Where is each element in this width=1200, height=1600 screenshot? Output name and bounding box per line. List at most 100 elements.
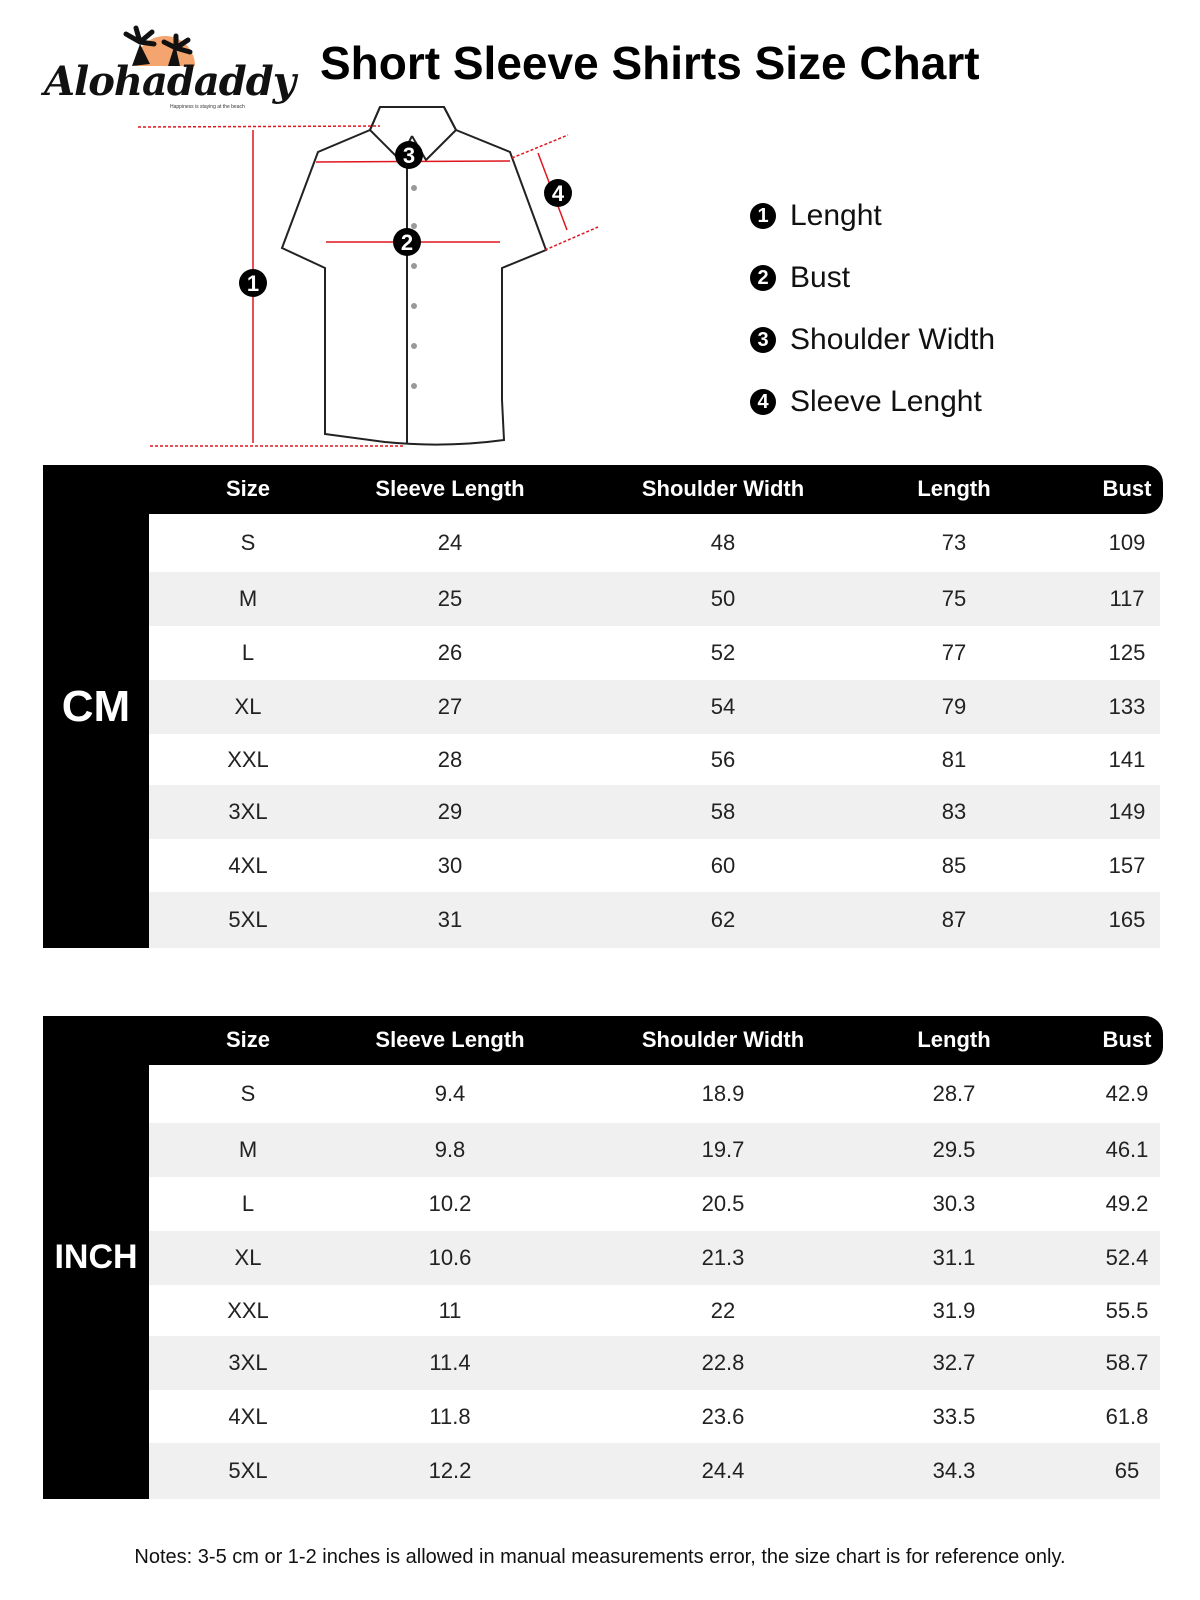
table-cell: 26 (437, 640, 463, 665)
table-cell: 50 (710, 586, 736, 611)
table-row: 5XL 12.2 24.4 34.3 65 (149, 1443, 1160, 1499)
table-cell: 165 (1108, 907, 1146, 932)
table-cell: 28 (437, 746, 463, 772)
table-cell: 109 (1108, 530, 1146, 555)
table-row: XXL 11 22 31.9 55.5 (149, 1285, 1160, 1336)
table-cell: 32.7 (932, 1350, 976, 1375)
table-cell: 10.2 (428, 1191, 472, 1216)
table-cell: S (240, 530, 256, 555)
table-cell: 117 (1109, 586, 1145, 611)
logo-wordmark: Alohadaddy (44, 58, 296, 105)
table-cell: 49.2 (1105, 1191, 1149, 1216)
unit-label: CM (43, 465, 149, 948)
table-cell: L (241, 640, 255, 665)
marker-2: 2 (401, 230, 413, 255)
table-cell: 12.2 (428, 1458, 472, 1483)
table-cell: 28.7 (932, 1081, 976, 1106)
table-cell: 18.9 (701, 1081, 745, 1106)
table-row: 3XL 29 58 83 149 (149, 785, 1160, 839)
table-cell: 3XL (228, 1350, 268, 1375)
table-cell: 48 (710, 530, 736, 555)
table-cell: 87 (941, 907, 967, 932)
table-cell: 33.5 (932, 1403, 976, 1429)
table-cell: 30 (437, 852, 463, 878)
table-row: M 25 50 75 117 (149, 572, 1160, 626)
table-cell: M (238, 1137, 258, 1162)
table-cell: 31.1 (932, 1245, 976, 1270)
table-row: S 24 48 73 109 (149, 514, 1160, 572)
table-cell: 19.7 (701, 1137, 745, 1162)
table-row: M 9.8 19.7 29.5 46.1 (149, 1123, 1160, 1177)
measurement-legend: 1 Lenght 2 Bust 3 Shoulder Width 4 Sleeve Le… (750, 185, 995, 433)
table-cell: 3XL (228, 799, 268, 824)
table-cell: L (241, 1191, 255, 1216)
table-cell: 83 (941, 799, 967, 824)
brand-logo: Alohadaddy Happiness is staying at the b… (40, 14, 296, 114)
table-cell: 75 (941, 586, 967, 611)
table-row: L 26 52 77 125 (149, 626, 1160, 680)
column-header: Size (225, 476, 271, 501)
table-cell: M (238, 586, 258, 611)
legend-label: Lenght (790, 199, 882, 232)
table-cell: 24.4 (701, 1458, 745, 1483)
table-cell: 22.8 (701, 1350, 745, 1375)
page-title: Short Sleeve Shirts Size Chart (320, 37, 980, 89)
measure-markers: 1 2 3 4 (239, 141, 572, 297)
table-row: XXL 28 56 81 141 (149, 734, 1160, 785)
table-cell: 25 (437, 586, 463, 611)
table-cell: 141 (1108, 746, 1146, 772)
table-cell: 81 (941, 746, 967, 772)
table-cell: 85 (941, 852, 967, 878)
legend-item-length: 1 Lenght (750, 185, 995, 247)
table-cell: 65 (1114, 1458, 1140, 1483)
notes: Notes: 3-5 cm or 1-2 inches is allowed i… (134, 1546, 1066, 1568)
table-cell: 54 (710, 694, 736, 719)
legend-item-shoulder: 3 Shoulder Width (750, 309, 995, 371)
marker-1: 1 (247, 271, 259, 296)
table-cell: 4XL (228, 1403, 268, 1429)
table-cell: XL (234, 1245, 262, 1270)
column-header: Shoulder Width (641, 476, 805, 501)
table-cell: 9.4 (434, 1081, 466, 1106)
table-row: 3XL 11.4 22.8 32.7 58.7 (149, 1336, 1160, 1390)
table-cell: 5XL (228, 1458, 268, 1483)
cm-size-table: CM Size Sleeve Length Shoulder Width Length B… (43, 465, 1163, 948)
table-cell: 4XL (228, 852, 268, 878)
legend-label: Bust (790, 261, 851, 294)
column-header: Shoulder Width (641, 1027, 805, 1052)
column-header: Sleeve Length (375, 1027, 525, 1052)
table-cell: 30.3 (932, 1191, 976, 1216)
legend-number: 2 (750, 265, 776, 291)
marker-4: 4 (552, 181, 565, 206)
table-header: Size Sleeve Length Shoulder Width Length Bus… (43, 465, 1163, 514)
logo-tagline: Happiness is staying at the beach (170, 104, 245, 110)
table-cell: 31 (437, 907, 463, 932)
table-row: 4XL 11.8 23.6 33.5 61.8 (149, 1390, 1160, 1443)
table-cell: 24 (437, 530, 463, 555)
table-cell: 29 (437, 799, 463, 824)
table-cell: 22 (710, 1297, 736, 1323)
table-cell: 52.4 (1105, 1245, 1149, 1270)
table-row: S 9.4 18.9 28.7 42.9 (149, 1065, 1160, 1123)
table-cell: 31.9 (932, 1297, 976, 1323)
table-cell: 20.5 (701, 1191, 745, 1216)
table-cell: 27 (437, 694, 463, 719)
table-cell: XXL (227, 1297, 269, 1323)
table-cell: 58.7 (1105, 1350, 1149, 1375)
table-cell: 52 (710, 640, 736, 665)
table-cell: 11.8 (429, 1403, 471, 1429)
marker-3: 3 (403, 143, 415, 168)
table-cell: 29.5 (932, 1137, 976, 1162)
column-header: Bust (1102, 476, 1152, 501)
column-header: Size (225, 1027, 271, 1052)
column-header: Length (917, 1027, 991, 1052)
shirt-diagram: 1 2 3 4 (137, 106, 599, 447)
table-cell: 11 (438, 1297, 462, 1323)
table-row: 5XL 31 62 87 165 (149, 892, 1160, 948)
table-cell: S (240, 1081, 256, 1106)
table-row: L 10.2 20.5 30.3 49.2 (149, 1177, 1160, 1231)
table-cell: 46.1 (1105, 1137, 1149, 1162)
unit-label: INCH (43, 1016, 149, 1499)
table-cell: XXL (227, 746, 269, 772)
